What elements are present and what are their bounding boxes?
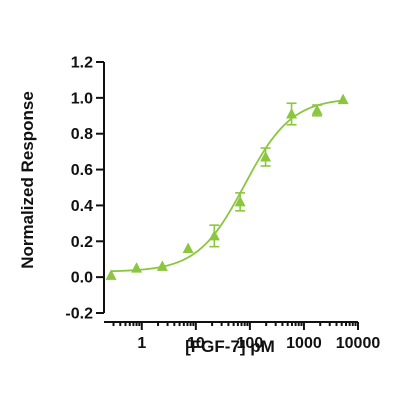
y-axis: -0.2 0.0 0.2 0.4 0.6 0.8 1.0 1.2	[65, 55, 105, 323]
data-point-triangle	[286, 107, 298, 119]
data-points	[105, 93, 349, 280]
y-tick-label: 1.2	[71, 55, 93, 72]
y-tick-label: -0.2	[65, 306, 93, 323]
data-point-triangle	[337, 93, 349, 105]
data-point-triangle	[182, 242, 194, 253]
error-bars	[209, 102, 323, 248]
data-point-triangle	[105, 269, 117, 280]
y-axis-title: Normalized Response	[18, 91, 37, 269]
data-point-triangle	[208, 229, 220, 241]
data-point-triangle	[311, 104, 323, 115]
y-tick-label: 0.8	[71, 126, 93, 143]
x-tick-label: 1	[137, 335, 146, 352]
y-tick-label: 1.0	[71, 90, 93, 107]
y-tick-label: 0.6	[71, 162, 93, 179]
data-point-triangle	[234, 195, 246, 207]
fit-curve	[111, 99, 344, 273]
data-point-triangle	[156, 260, 168, 271]
data-point-triangle	[131, 262, 143, 273]
x-tick-label: 10000	[336, 335, 381, 352]
y-tick-label: 0.4	[71, 198, 93, 215]
y-tick-label: 0.2	[71, 234, 93, 251]
data-point-triangle	[260, 151, 272, 162]
y-tick-label: 0.0	[71, 270, 93, 287]
x-tick-label: 10	[187, 335, 205, 352]
x-axis: 1 10 100 1000 10000	[104, 321, 381, 352]
fit-curve-layer	[111, 99, 344, 273]
x-axis-title: [FGF-7] pM	[185, 337, 275, 356]
x-tick-label: 100	[237, 335, 264, 352]
x-tick-label: 1000	[286, 335, 322, 352]
